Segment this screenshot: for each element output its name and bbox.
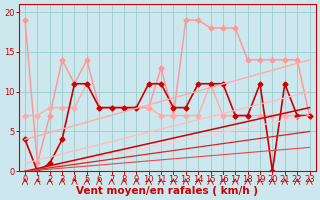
X-axis label: Vent moyen/en rafales ( km/h ): Vent moyen/en rafales ( km/h ) — [76, 186, 258, 196]
